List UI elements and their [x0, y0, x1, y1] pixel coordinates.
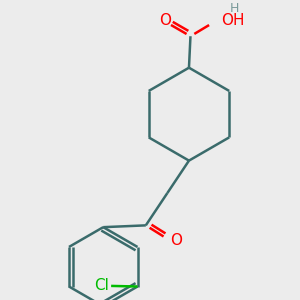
Text: H: H [230, 2, 239, 15]
Text: OH: OH [221, 13, 244, 28]
Text: O: O [159, 13, 171, 28]
Text: O: O [170, 233, 182, 248]
Text: Cl: Cl [94, 278, 109, 293]
